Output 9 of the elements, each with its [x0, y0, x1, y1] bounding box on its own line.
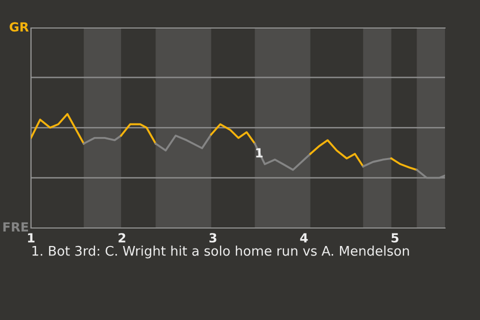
text: 1. Bot 3rd: C. Wright hit a solo home run vs A. Mendelson	[32, 246, 409, 258]
x-tick-label: 2	[118, 233, 126, 242]
text: FRE	[3, 222, 28, 232]
x-tick-label: 1	[28, 233, 34, 242]
x-tick-label: 3	[209, 233, 216, 243]
x-tick-label: 4	[300, 233, 308, 242]
annotation: 1	[256, 148, 263, 158]
x-tick-label: 5	[392, 233, 398, 243]
text: GR	[10, 22, 29, 32]
